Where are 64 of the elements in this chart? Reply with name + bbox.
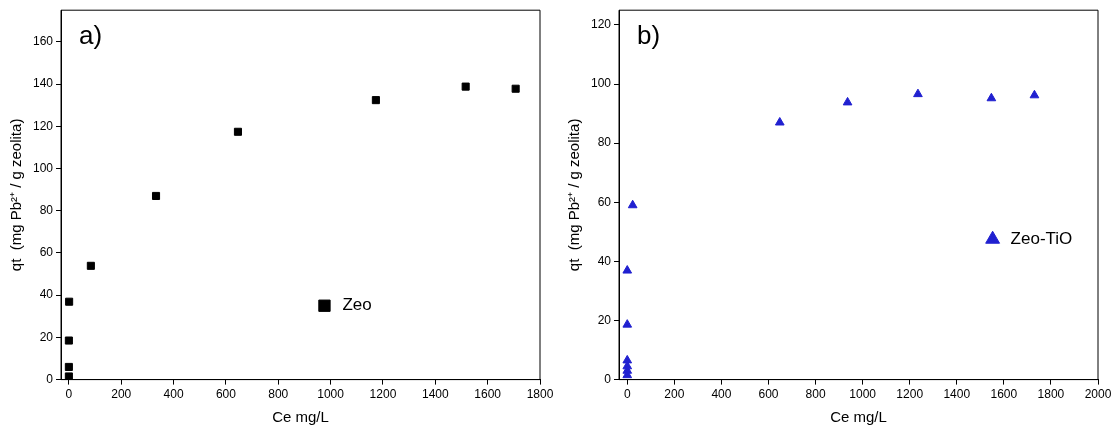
point bbox=[64, 336, 73, 345]
point bbox=[233, 127, 242, 136]
x-tick-label: 600 bbox=[215, 387, 237, 402]
annotation: b) bbox=[637, 20, 661, 51]
x-tick-label: 200 bbox=[111, 387, 132, 402]
y-tick-label: 100 bbox=[590, 76, 612, 91]
x-tick-label: 1600 bbox=[990, 387, 1018, 402]
point bbox=[774, 117, 785, 126]
y-tick-label: 100 bbox=[32, 160, 54, 175]
y-tick-label: 20 bbox=[597, 312, 612, 327]
x-tick-label: 1800 bbox=[526, 387, 554, 402]
point bbox=[622, 319, 633, 328]
x-tick-label: 400 bbox=[711, 387, 732, 402]
point bbox=[622, 265, 633, 274]
legend-label: Zeo bbox=[342, 295, 372, 315]
annotation: a) bbox=[79, 20, 103, 51]
y-axis-title: qt (mg Pb²⁺ / g zeolita) bbox=[565, 118, 583, 272]
point bbox=[65, 297, 74, 306]
x-tick-label: 2000 bbox=[1084, 387, 1112, 402]
x-tick-label: 400 bbox=[163, 387, 184, 402]
x-tick-label: 0 bbox=[65, 387, 73, 402]
y-tick-label: 120 bbox=[590, 17, 612, 32]
point bbox=[86, 261, 95, 270]
x-axis-title: Ce mg/L bbox=[830, 408, 887, 426]
y-axis-title: qt (mg Pb²⁺ / g zeolita) bbox=[7, 118, 25, 272]
x-tick-label: 800 bbox=[268, 387, 289, 402]
point bbox=[152, 191, 161, 200]
x-tick-label: 800 bbox=[805, 387, 826, 402]
point bbox=[371, 96, 380, 105]
x-tick-label: 1800 bbox=[1037, 387, 1065, 402]
y-tick-label: 120 bbox=[32, 118, 54, 133]
y-tick-label: 20 bbox=[39, 329, 54, 344]
x-tick-label: 1000 bbox=[849, 387, 877, 402]
x-tick-label: 1400 bbox=[421, 387, 449, 402]
point bbox=[511, 84, 520, 93]
y-tick-label: 40 bbox=[597, 253, 612, 268]
point bbox=[986, 92, 997, 102]
point bbox=[913, 88, 923, 98]
point bbox=[842, 96, 853, 106]
y-tick-label: 40 bbox=[39, 287, 54, 302]
x-tick-label: 200 bbox=[664, 387, 685, 402]
x-tick-label: 1000 bbox=[317, 387, 345, 402]
point bbox=[1029, 89, 1040, 99]
y-tick-label: 80 bbox=[597, 135, 612, 150]
x-tick-label: 1200 bbox=[896, 387, 924, 402]
y-tick-label: 140 bbox=[32, 76, 54, 91]
point bbox=[627, 199, 638, 209]
x-tick-label: 600 bbox=[758, 387, 779, 402]
x-tick-label: 0 bbox=[623, 387, 631, 402]
legend-label: Zeo-TiO bbox=[1010, 228, 1073, 248]
point bbox=[64, 372, 73, 380]
x-tick-label: 1200 bbox=[369, 387, 397, 402]
y-tick-label: 60 bbox=[597, 194, 612, 209]
point bbox=[461, 82, 470, 91]
point bbox=[64, 362, 73, 371]
y-tick-label: 160 bbox=[32, 34, 54, 49]
x-tick-label: 1400 bbox=[943, 387, 971, 402]
y-tick-label: 0 bbox=[46, 371, 54, 386]
point bbox=[622, 354, 633, 364]
y-tick-label: 0 bbox=[604, 371, 612, 386]
y-tick-label: 80 bbox=[39, 203, 54, 218]
x-axis-title: Ce mg/L bbox=[272, 408, 329, 426]
y-tick-label: 60 bbox=[39, 245, 54, 260]
x-tick-label: 1600 bbox=[474, 387, 502, 402]
